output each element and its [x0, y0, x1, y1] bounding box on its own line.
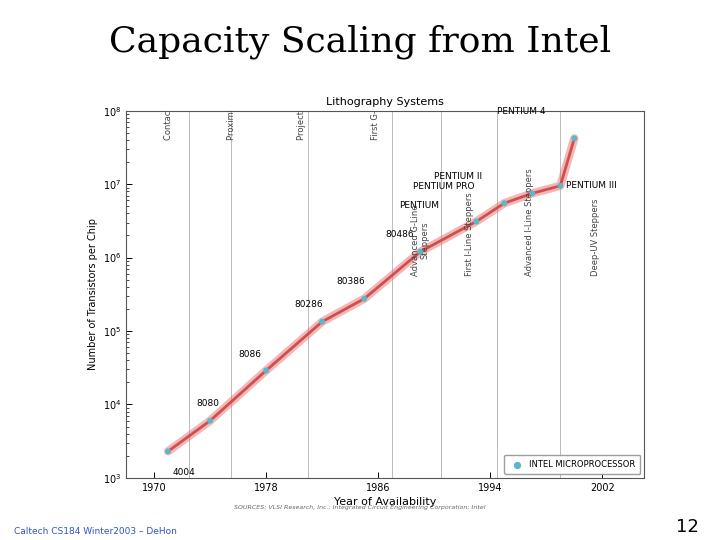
Point: [498, 199, 510, 207]
Text: Caltech CS184 Winter2003 – DeHon: Caltech CS184 Winter2003 – DeHon: [14, 526, 177, 536]
Title: Lithography Systems: Lithography Systems: [326, 97, 444, 107]
Point: [526, 189, 538, 198]
Text: Capacity Scaling from Intel: Capacity Scaling from Intel: [109, 24, 611, 59]
Text: PENTIUM PRO: PENTIUM PRO: [413, 183, 474, 191]
Text: SOURCES: VLSI Research, Inc.; Integrated Circuit Engineering Corporation; Intel: SOURCES: VLSI Research, Inc.; Integrated…: [234, 505, 486, 510]
Point: [359, 294, 370, 303]
Point: [569, 134, 580, 143]
Text: PENTIUM: PENTIUM: [399, 201, 439, 210]
Text: First G-Line Steppers: First G-Line Steppers: [371, 52, 380, 140]
Text: PENTIUM 4: PENTIUM 4: [498, 107, 546, 116]
Point: [162, 447, 174, 456]
Text: Contact Aligners: Contact Aligners: [163, 70, 173, 140]
Text: First I-Line Steppers: First I-Line Steppers: [465, 192, 474, 276]
Text: 80486: 80486: [385, 230, 414, 239]
Text: 8080: 8080: [196, 399, 219, 408]
Text: 12: 12: [675, 518, 698, 536]
Text: Advanced G-Line
Steppers: Advanced G-Line Steppers: [410, 205, 430, 276]
Text: 80386: 80386: [336, 277, 365, 286]
Text: Advanced I-Line Steppers: Advanced I-Line Steppers: [525, 168, 534, 276]
Text: PENTIUM II: PENTIUM II: [434, 172, 482, 181]
Point: [316, 318, 328, 326]
Point: [415, 247, 426, 256]
Legend: INTEL MICROPROCESSOR: INTEL MICROPROCESSOR: [504, 455, 640, 474]
Point: [470, 217, 482, 226]
Text: PENTIUM III: PENTIUM III: [566, 181, 617, 190]
Point: [261, 366, 272, 375]
Text: Projection Aligners: Projection Aligners: [297, 61, 305, 140]
Text: 8086: 8086: [238, 350, 261, 359]
Text: Proximity Aligners: Proximity Aligners: [227, 64, 235, 140]
Point: [554, 181, 566, 190]
Text: Deep-UV Steppers: Deep-UV Steppers: [591, 198, 600, 276]
Y-axis label: Number of Transistors per Chip: Number of Transistors per Chip: [89, 218, 99, 370]
Point: [204, 416, 216, 425]
Text: 4004: 4004: [172, 468, 195, 477]
X-axis label: Year of Availability: Year of Availability: [334, 497, 436, 507]
Text: 80286: 80286: [294, 300, 323, 309]
